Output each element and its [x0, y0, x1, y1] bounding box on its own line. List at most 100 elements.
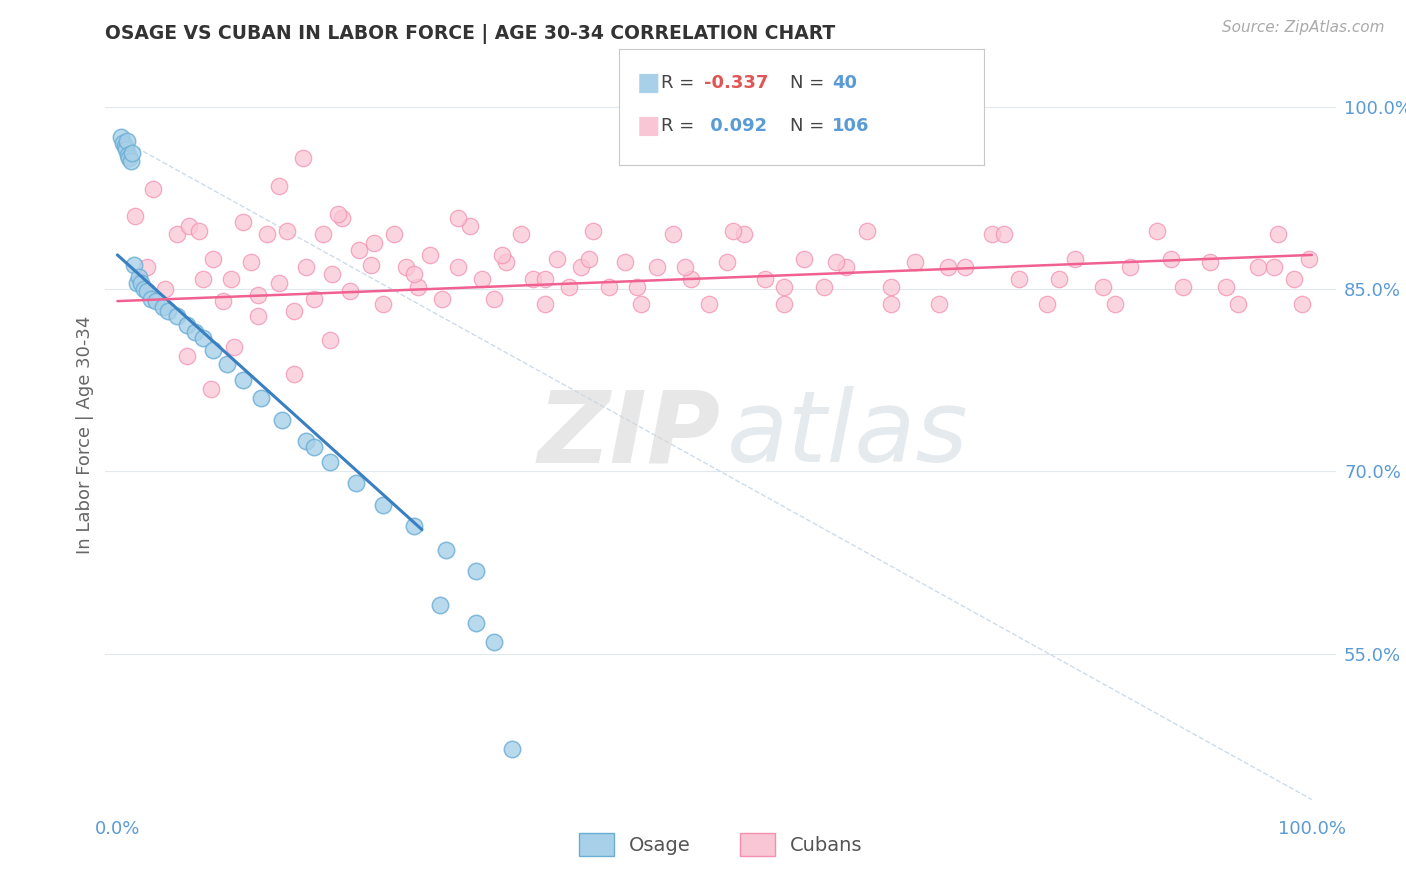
Point: [339, 285, 361, 299]
Point: [835, 260, 858, 274]
Point: [458, 219, 481, 233]
Point: [928, 296, 950, 310]
Point: [569, 260, 592, 274]
Point: [447, 260, 470, 274]
Text: Source: ZipAtlas.com: Source: ZipAtlas.com: [1222, 20, 1385, 35]
Point: [125, 276, 148, 290]
Text: 0.092: 0.092: [704, 117, 768, 135]
Point: [224, 340, 246, 354]
Text: ZIP: ZIP: [537, 386, 721, 483]
Point: [200, 382, 222, 396]
Point: [464, 564, 486, 578]
Point: [184, 325, 207, 339]
Point: [1263, 260, 1285, 274]
Point: [402, 268, 425, 282]
Point: [217, 357, 239, 371]
Point: [120, 154, 142, 169]
Point: [267, 178, 290, 193]
Point: [193, 272, 215, 286]
Point: [825, 255, 848, 269]
Point: [578, 252, 600, 266]
Point: [1047, 272, 1070, 286]
Point: [447, 211, 470, 226]
Point: [139, 292, 162, 306]
Point: [582, 224, 605, 238]
Point: [249, 392, 271, 406]
Point: [114, 142, 136, 156]
Point: [1247, 260, 1270, 274]
Point: [880, 296, 903, 310]
Point: [153, 282, 176, 296]
Point: [522, 272, 544, 286]
Point: [330, 211, 353, 226]
Point: [271, 413, 294, 427]
Point: [464, 616, 486, 631]
Text: 106: 106: [832, 117, 870, 135]
Point: [1199, 255, 1222, 269]
Point: [697, 296, 720, 310]
Point: [276, 224, 298, 238]
Point: [993, 227, 1015, 242]
Point: [645, 260, 668, 274]
Point: [955, 260, 977, 274]
Text: OSAGE VS CUBAN IN LABOR FORCE | AGE 30-34 CORRELATION CHART: OSAGE VS CUBAN IN LABOR FORCE | AGE 30-3…: [105, 23, 835, 44]
Point: [240, 255, 263, 269]
Point: [321, 268, 343, 282]
Text: atlas: atlas: [727, 386, 969, 483]
Point: [247, 309, 270, 323]
Point: [626, 279, 648, 293]
Point: [1226, 296, 1249, 310]
Point: [344, 476, 367, 491]
Point: [384, 227, 406, 242]
Text: N =: N =: [790, 74, 830, 92]
Text: -0.337: -0.337: [704, 74, 769, 92]
Point: [112, 136, 135, 150]
Point: [1291, 296, 1313, 310]
Point: [1282, 272, 1305, 286]
Point: [347, 243, 370, 257]
Point: [152, 300, 174, 314]
Point: [773, 279, 796, 293]
Point: [312, 227, 335, 242]
Point: [304, 440, 326, 454]
Point: [558, 279, 581, 293]
Text: N =: N =: [790, 117, 830, 135]
Point: [295, 260, 318, 274]
Point: [256, 227, 278, 242]
Point: [319, 333, 342, 347]
Point: [482, 634, 505, 648]
Point: [614, 255, 637, 269]
Point: [136, 285, 159, 299]
Point: [136, 260, 159, 274]
Point: [319, 454, 342, 468]
Point: [166, 309, 188, 323]
Point: [1215, 279, 1237, 293]
Point: [121, 145, 143, 160]
Point: [510, 227, 533, 242]
Point: [501, 741, 523, 756]
Point: [754, 272, 776, 286]
Point: [495, 255, 517, 269]
Point: [283, 367, 305, 381]
Point: [856, 224, 879, 238]
Point: [534, 272, 557, 286]
Text: ■: ■: [637, 71, 661, 95]
Point: [773, 296, 796, 310]
Point: [232, 215, 254, 229]
Point: [145, 294, 167, 309]
Point: [247, 288, 270, 302]
Point: [291, 151, 314, 165]
Point: [662, 227, 685, 242]
Point: [118, 151, 141, 165]
Point: [546, 252, 568, 266]
Point: [187, 224, 209, 238]
Legend: Osage, Cubans: Osage, Cubans: [569, 823, 872, 866]
Point: [1160, 252, 1182, 266]
Text: 40: 40: [832, 74, 858, 92]
Point: [980, 227, 1002, 242]
Point: [482, 292, 505, 306]
Point: [176, 318, 198, 333]
Point: [419, 248, 441, 262]
Point: [598, 279, 620, 293]
Point: [534, 296, 557, 310]
